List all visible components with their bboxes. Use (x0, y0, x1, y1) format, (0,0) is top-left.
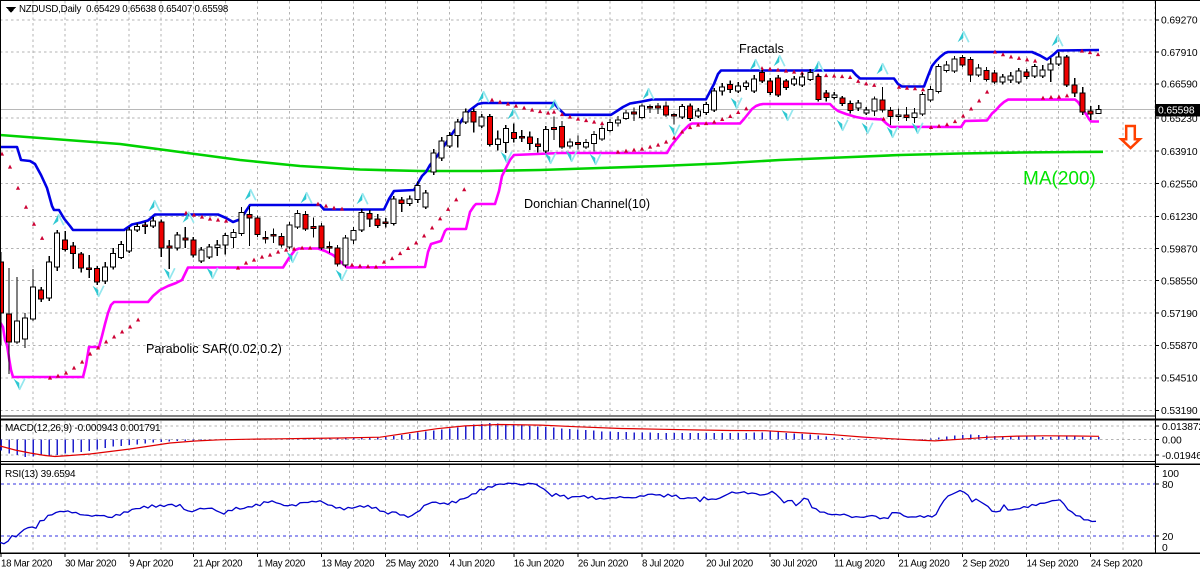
svg-text:30 Mar 2020: 30 Mar 2020 (65, 559, 117, 570)
svg-text:NZDUSD,Daily 0.65429 0.65638: NZDUSD,Daily 0.65429 0.65638 0.65407 0.6… (19, 4, 228, 15)
svg-text:0.61230: 0.61230 (1161, 212, 1198, 223)
svg-text:0.013872: 0.013872 (1162, 422, 1200, 433)
svg-text:80: 80 (1162, 480, 1174, 491)
svg-text:2 Sep 2020: 2 Sep 2020 (963, 559, 1010, 570)
svg-text:0.62550: 0.62550 (1161, 179, 1198, 190)
svg-text:Fractals: Fractals (739, 42, 784, 56)
svg-text:-0.019468: -0.019468 (1162, 451, 1200, 462)
svg-text:30 Jul 2020: 30 Jul 2020 (770, 559, 818, 570)
svg-text:0.65598: 0.65598 (1158, 106, 1195, 117)
svg-text:21 Apr 2020: 21 Apr 2020 (193, 559, 243, 570)
svg-text:0.57190: 0.57190 (1161, 309, 1198, 320)
svg-text:0.59870: 0.59870 (1161, 245, 1198, 256)
svg-text:Donchian Channel(10): Donchian Channel(10) (524, 197, 650, 211)
svg-text:16 Jun 2020: 16 Jun 2020 (514, 559, 565, 570)
svg-text:1 May 2020: 1 May 2020 (257, 559, 306, 570)
svg-text:0.55870: 0.55870 (1161, 341, 1198, 352)
svg-text:20: 20 (1162, 532, 1174, 543)
svg-text:9 Apr 2020: 9 Apr 2020 (129, 559, 174, 570)
svg-text:11 Aug 2020: 11 Aug 2020 (834, 559, 885, 570)
svg-text:0.65230: 0.65230 (1161, 114, 1198, 125)
svg-text:RSI(13) 39.6594: RSI(13) 39.6594 (5, 469, 76, 480)
svg-text:100: 100 (1162, 469, 1179, 480)
svg-text:0.67910: 0.67910 (1161, 48, 1198, 59)
svg-text:0.53190: 0.53190 (1161, 406, 1198, 417)
svg-text:8 Jul 2020: 8 Jul 2020 (642, 559, 685, 570)
svg-text:13 May 2020: 13 May 2020 (322, 559, 376, 570)
svg-text:0: 0 (1162, 543, 1168, 554)
svg-text:18 Mar 2020: 18 Mar 2020 (1, 559, 53, 570)
svg-text:14 Sep 2020: 14 Sep 2020 (1027, 559, 1080, 570)
svg-text:0.66590: 0.66590 (1161, 80, 1198, 91)
svg-text:0.63910: 0.63910 (1161, 147, 1198, 158)
svg-text:20 Jul 2020: 20 Jul 2020 (706, 559, 754, 570)
svg-text:26 Jun 2020: 26 Jun 2020 (578, 559, 629, 570)
svg-text:0.58550: 0.58550 (1161, 277, 1198, 288)
svg-text:Parabolic SAR(0.02,0.2): Parabolic SAR(0.02,0.2) (146, 342, 282, 356)
svg-text:21 Aug 2020: 21 Aug 2020 (898, 559, 950, 570)
svg-text:MA(200): MA(200) (1023, 169, 1096, 190)
svg-text:MACD(12,26,9) -0.000943 0.0017: MACD(12,26,9) -0.000943 0.001791 (5, 423, 161, 434)
svg-text:0.54510: 0.54510 (1161, 374, 1198, 385)
svg-text:24 Sep 2020: 24 Sep 2020 (1091, 559, 1144, 570)
svg-text:25 May 2020: 25 May 2020 (386, 559, 440, 570)
svg-text:0.00: 0.00 (1162, 436, 1182, 447)
svg-text:0.69270: 0.69270 (1161, 16, 1198, 27)
svg-text:4 Jun 2020: 4 Jun 2020 (450, 559, 496, 570)
